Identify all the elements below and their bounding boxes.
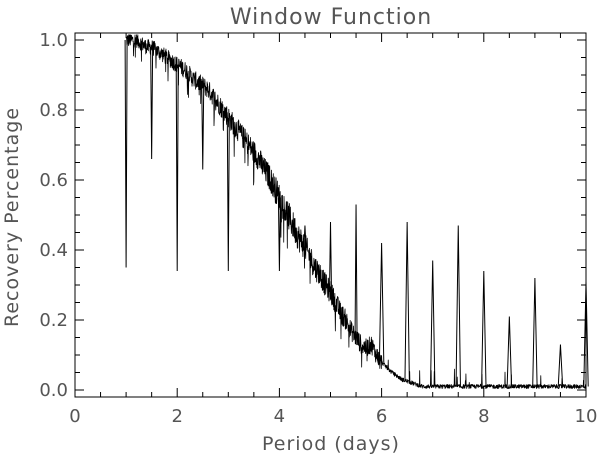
y-axis-label: Recovery Percentage [1,107,23,327]
alias-spike [303,225,307,247]
x-tick-label: 10 [575,406,598,427]
alias-spike [378,242,385,363]
alias-spike [124,39,128,268]
y-tick-label: 0.4 [39,240,68,261]
chart-title: Window Function [230,5,432,30]
x-tick-label: 0 [69,406,80,427]
y-tick-label: 0.0 [39,380,68,401]
alias-spike [430,260,436,387]
alias-spike [404,221,410,382]
alias-spike [277,197,281,272]
alias-spike [532,277,538,387]
plot-area: 0 2 4 6 8 10 0.0 0.2 0.4 0.6 0.8 1.0 [39,30,597,427]
y-tick-label: 0.6 [39,170,68,191]
alias-spike [455,225,461,387]
alias-spike [150,46,154,160]
x-tick-label: 2 [171,406,182,427]
alias-spike [329,221,332,293]
alias-spike [252,151,256,163]
alias-spike [175,64,179,272]
x-tick-label: 8 [478,406,489,427]
alias-spike [201,85,205,170]
alias-spike [481,270,487,387]
y-tick-label: 0.8 [39,100,68,121]
alias-spike [354,204,358,338]
alias-spike [583,281,589,387]
alias-spike [506,316,513,387]
alias-spike [557,344,564,387]
recovery-curve [125,34,587,389]
alias-spike [226,116,230,272]
y-tick-label: 0.2 [39,310,68,331]
plot-frame [74,32,587,398]
x-tick-label: 4 [274,406,285,427]
x-axis-label: Period (days) [262,433,400,455]
x-tick-label: 6 [376,406,387,427]
y-tick-label: 1.0 [39,30,68,51]
